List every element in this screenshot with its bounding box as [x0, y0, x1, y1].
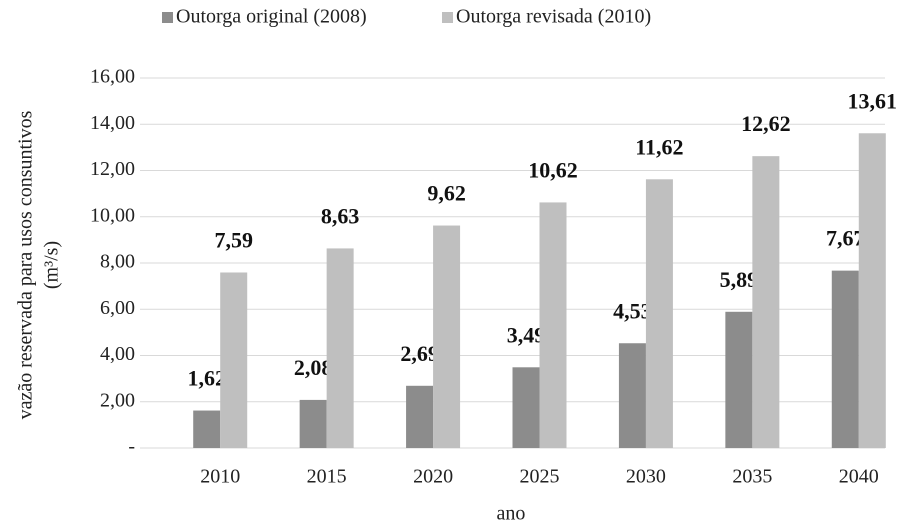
y-tick-label: - [128, 436, 135, 458]
bar [299, 399, 327, 448]
legend-swatch [162, 12, 173, 23]
x-tick-label: 2035 [732, 466, 772, 488]
value-label: 7,59 [214, 228, 253, 253]
bar [433, 225, 461, 448]
y-tick-label: 16,00 [90, 66, 135, 88]
value-label: 9,62 [427, 181, 466, 206]
x-tick-label: 2010 [200, 466, 240, 488]
x-tick-label: 2040 [839, 466, 879, 488]
bar [752, 156, 780, 448]
value-label: 7,67 [826, 226, 865, 251]
y-axis-label: vazão reservada para usos consuntivos [15, 110, 37, 419]
bar [406, 385, 434, 448]
value-label: 1,62 [187, 366, 226, 391]
y-tick-label: 10,00 [90, 204, 135, 226]
y-tick-label: 2,00 [100, 389, 135, 411]
x-tick-label: 2025 [520, 466, 560, 488]
value-label: 11,62 [635, 134, 683, 159]
legend-swatch [442, 12, 453, 23]
y-tick-label: 6,00 [100, 297, 135, 319]
value-label: 2,69 [400, 341, 439, 366]
y-tick-label: 12,00 [90, 158, 135, 180]
legend-label: Outorga revisada (2010) [456, 6, 651, 28]
bar [193, 410, 221, 448]
legend-label: Outorga original (2008) [176, 6, 367, 28]
x-tick-label: 2015 [307, 466, 347, 488]
value-label: 2,08 [294, 355, 333, 380]
x-tick-label: 2030 [626, 466, 666, 488]
bar [645, 179, 673, 448]
y-tick-label: 14,00 [90, 112, 135, 134]
value-label: 8,63 [321, 203, 360, 228]
value-label: 13,61 [848, 88, 897, 113]
bar [326, 248, 354, 448]
bar [618, 343, 646, 448]
x-tick-label: 2020 [413, 466, 453, 488]
y-axis-label: (m³/s) [41, 241, 63, 289]
value-label: 5,89 [720, 267, 759, 292]
value-label: 4,53 [613, 298, 652, 323]
value-label: 10,62 [528, 157, 578, 182]
y-tick-label: 8,00 [100, 251, 135, 273]
bar [858, 133, 886, 449]
y-tick-label: 4,00 [100, 343, 135, 365]
x-axis-label: ano [497, 503, 526, 525]
value-label: 12,62 [741, 111, 791, 136]
bar [512, 367, 540, 448]
bar [539, 202, 567, 448]
value-label: 3,49 [507, 322, 546, 347]
bar [725, 311, 753, 448]
bar [220, 272, 248, 448]
bar [831, 270, 859, 448]
